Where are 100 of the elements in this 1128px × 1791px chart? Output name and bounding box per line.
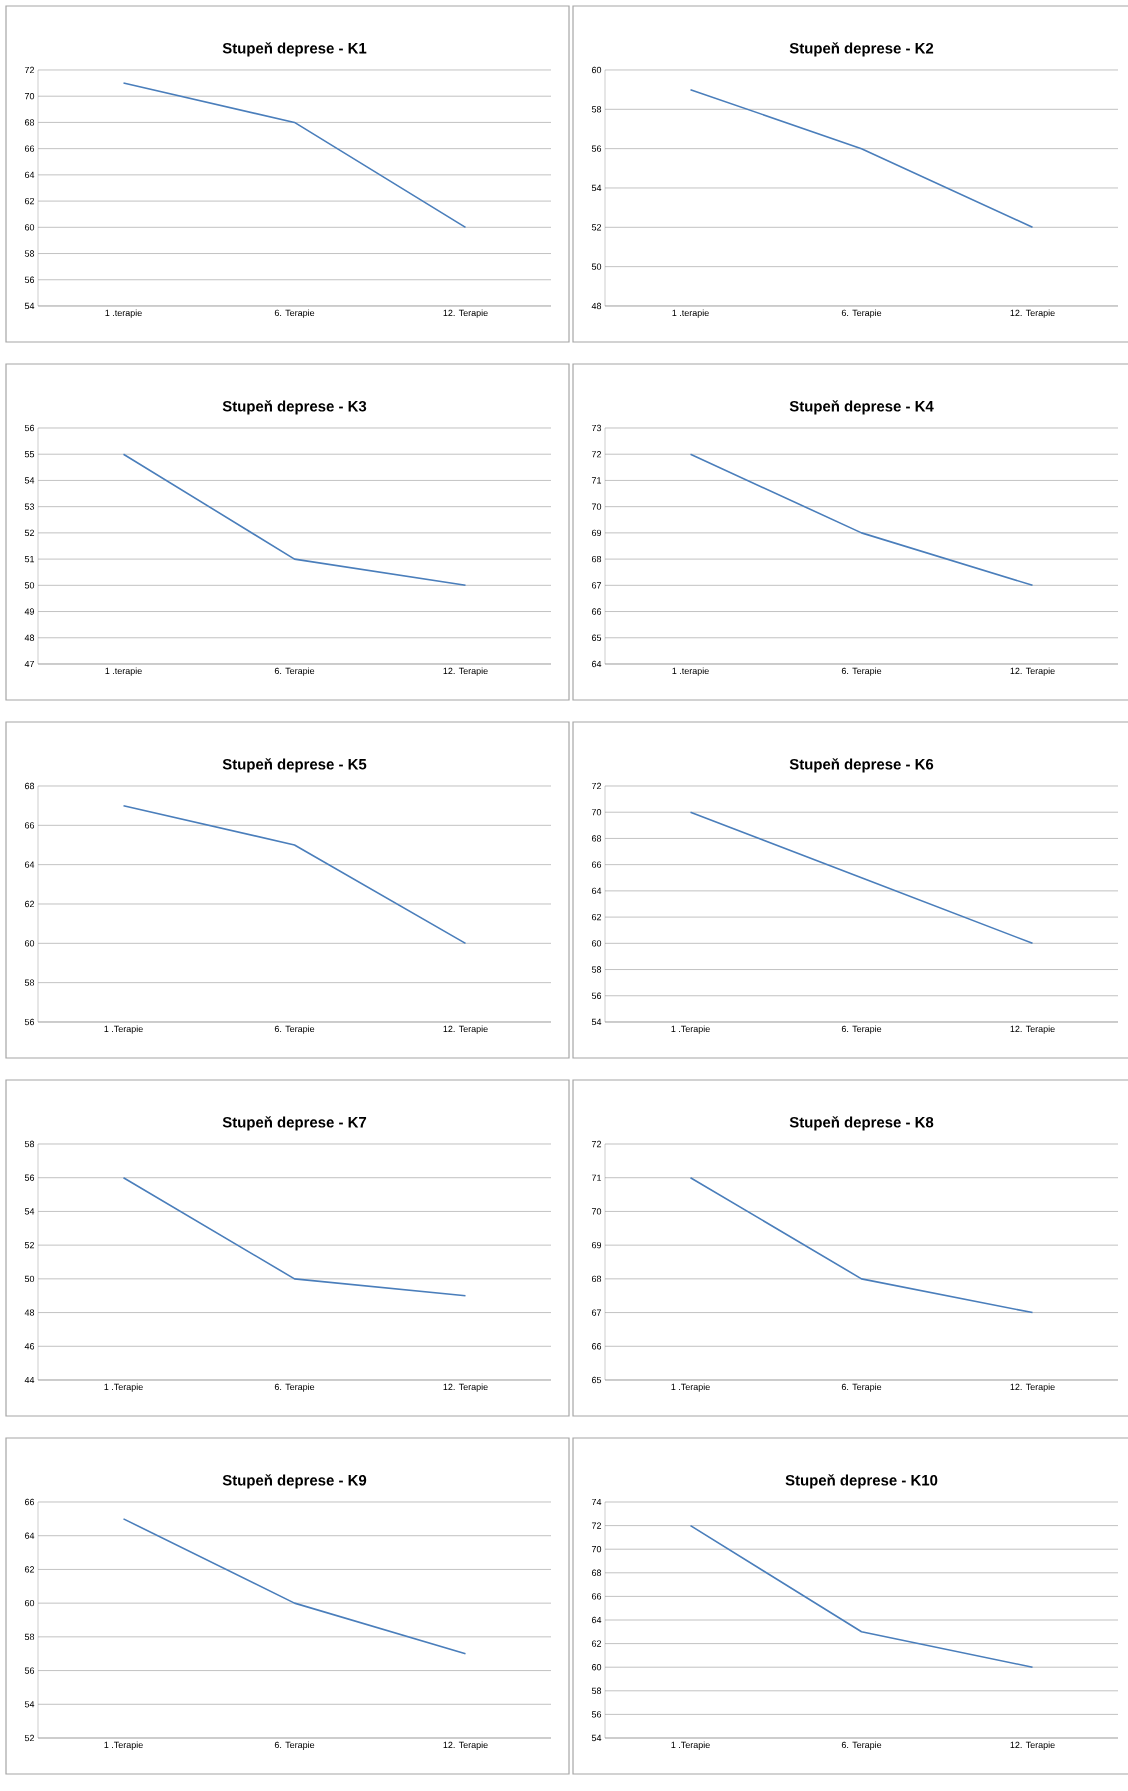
y-tick-label: 62 xyxy=(591,913,602,921)
y-tick-label: 54 xyxy=(591,1018,602,1026)
y-tick-label: 70 xyxy=(591,1546,602,1553)
x-tick-label: 1 .Terapie xyxy=(671,1025,710,1034)
x-tick-label: 6. Terapie xyxy=(841,1383,882,1392)
y-tick-label: 67 xyxy=(591,1309,602,1316)
y-tick-label: 68 xyxy=(591,835,602,842)
y-tick-label: 47 xyxy=(24,660,35,668)
x-tick-label: 1 .terapie xyxy=(105,309,142,318)
y-tick-label: 56 xyxy=(24,1667,35,1674)
x-tick-label: 6. Terapie xyxy=(841,1025,882,1034)
y-tick-label: 64 xyxy=(591,660,602,668)
y-tick-label: 70 xyxy=(24,93,35,100)
x-tick-label: 1 .Terapie xyxy=(671,1741,710,1750)
y-tick-label: 58 xyxy=(24,1633,35,1641)
y-tick-label: 56 xyxy=(24,424,35,432)
y-tick-label: 65 xyxy=(591,1376,602,1384)
y-tick-label: 62 xyxy=(24,900,35,908)
y-tick-label: 71 xyxy=(591,1174,602,1181)
y-tick-label: 44 xyxy=(24,1376,35,1384)
x-tick-label: 6. Terapie xyxy=(274,309,315,318)
y-tick-label: 72 xyxy=(591,782,602,790)
y-tick-label: 64 xyxy=(24,861,35,868)
x-tick-label: 6. Terapie xyxy=(274,1383,315,1392)
y-tick-label: 53 xyxy=(24,503,35,510)
y-tick-label: 72 xyxy=(591,1522,602,1529)
x-tick-label: 12. Terapie xyxy=(1010,667,1055,676)
x-tick-label: 6. Terapie xyxy=(841,667,882,676)
y-tick-label: 68 xyxy=(591,1275,602,1283)
y-tick-label: 66 xyxy=(24,1498,35,1506)
y-tick-label: 72 xyxy=(24,66,35,74)
y-tick-label: 56 xyxy=(591,1711,602,1718)
y-tick-label: 69 xyxy=(591,529,602,537)
y-tick-label: 66 xyxy=(24,822,35,829)
y-tick-label: 70 xyxy=(591,1208,602,1215)
y-tick-label: 60 xyxy=(24,1599,35,1607)
x-tick-label: 12. Terapie xyxy=(1010,1383,1055,1392)
x-tick-label: 6. Terapie xyxy=(274,1741,315,1750)
x-tick-label: 1 .Terapie xyxy=(104,1741,143,1750)
chart-title: Stupeň deprese - K5 xyxy=(222,758,367,773)
x-tick-label: 12. Terapie xyxy=(1010,1025,1055,1034)
y-tick-label: 52 xyxy=(24,1734,35,1742)
y-tick-label: 54 xyxy=(24,1701,35,1708)
x-tick-label: 6. Terapie xyxy=(274,1025,315,1034)
chart-title: Stupeň deprese - K7 xyxy=(222,1116,367,1131)
chart-title: Stupeň deprese - K9 xyxy=(222,1474,367,1489)
y-tick-label: 56 xyxy=(24,276,35,283)
x-tick-label: 12. Terapie xyxy=(443,667,488,676)
y-tick-label: 68 xyxy=(591,555,602,563)
y-tick-label: 58 xyxy=(24,979,35,986)
y-tick-label: 70 xyxy=(591,809,602,816)
y-tick-label: 64 xyxy=(24,1532,35,1539)
chart-title: Stupeň deprese - K8 xyxy=(789,1116,934,1131)
chart-title: Stupeň deprese - K1 xyxy=(222,42,367,57)
y-tick-label: 58 xyxy=(24,1140,35,1148)
y-tick-label: 48 xyxy=(591,302,602,310)
y-tick-label: 66 xyxy=(591,608,602,615)
y-tick-label: 60 xyxy=(24,224,35,231)
y-tick-label: 56 xyxy=(24,1018,35,1026)
y-tick-label: 58 xyxy=(591,966,602,973)
y-tick-label: 54 xyxy=(24,302,35,310)
y-tick-label: 58 xyxy=(591,1687,602,1694)
y-tick-label: 56 xyxy=(591,992,602,999)
x-tick-label: 6. Terapie xyxy=(841,1741,882,1750)
chart-title: Stupeň deprese - K6 xyxy=(789,758,934,773)
y-tick-label: 71 xyxy=(591,477,602,484)
x-tick-label: 6. Terapie xyxy=(274,667,315,676)
x-tick-label: 12. Terapie xyxy=(443,1741,488,1750)
y-tick-label: 50 xyxy=(591,263,602,270)
x-tick-label: 6. Terapie xyxy=(841,309,882,318)
x-tick-label: 12. Terapie xyxy=(443,309,488,318)
y-tick-label: 62 xyxy=(24,197,35,205)
y-tick-label: 52 xyxy=(591,224,602,231)
y-tick-label: 50 xyxy=(24,1275,35,1283)
x-tick-label: 1 .terapie xyxy=(672,667,709,676)
x-tick-label: 12. Terapie xyxy=(443,1025,488,1034)
y-tick-label: 66 xyxy=(591,1343,602,1350)
y-tick-label: 62 xyxy=(24,1566,35,1573)
y-tick-label: 67 xyxy=(591,582,602,589)
y-tick-label: 60 xyxy=(591,1664,602,1671)
y-tick-label: 74 xyxy=(591,1498,602,1506)
x-tick-label: 12. Terapie xyxy=(1010,309,1055,318)
y-tick-label: 64 xyxy=(591,887,602,895)
y-tick-label: 58 xyxy=(591,106,602,113)
y-tick-label: 68 xyxy=(591,1569,602,1576)
y-tick-label: 60 xyxy=(591,940,602,947)
y-tick-label: 64 xyxy=(24,171,35,179)
y-tick-label: 54 xyxy=(24,477,35,484)
y-tick-label: 48 xyxy=(24,1309,35,1316)
y-tick-label: 55 xyxy=(24,451,35,458)
y-tick-label: 56 xyxy=(591,145,602,152)
y-tick-label: 48 xyxy=(24,634,35,641)
y-tick-label: 65 xyxy=(591,634,602,641)
y-tick-label: 50 xyxy=(24,582,35,589)
y-tick-label: 46 xyxy=(24,1343,35,1350)
x-tick-label: 1 .Terapie xyxy=(104,1383,143,1392)
chart-title: Stupeň deprese - K4 xyxy=(789,400,934,415)
chart-title: Stupeň deprese - K3 xyxy=(222,400,367,415)
y-tick-label: 54 xyxy=(591,184,602,192)
y-tick-label: 49 xyxy=(24,608,35,615)
